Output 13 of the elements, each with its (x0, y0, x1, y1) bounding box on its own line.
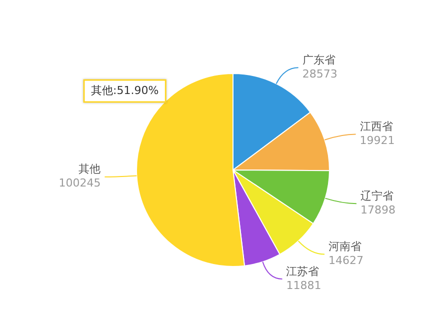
data-label: 14627 (328, 254, 364, 268)
slice-label: 辽宁省 (360, 189, 394, 202)
slice-label: 江西省 (360, 120, 393, 134)
slice-label: 其他 (78, 162, 101, 176)
slice-label: 广东省 (302, 54, 336, 67)
data-label: 17898 (360, 203, 396, 216)
data-label: 28573 (302, 68, 338, 81)
data-label: 100245 (58, 176, 101, 190)
data-label: 19921 (360, 134, 395, 148)
slice-label: 河南省 (328, 240, 362, 254)
data-label: 11881 (286, 278, 322, 292)
text: 其他:51.90% (91, 84, 159, 97)
slice-label: 江苏省 (286, 264, 320, 278)
